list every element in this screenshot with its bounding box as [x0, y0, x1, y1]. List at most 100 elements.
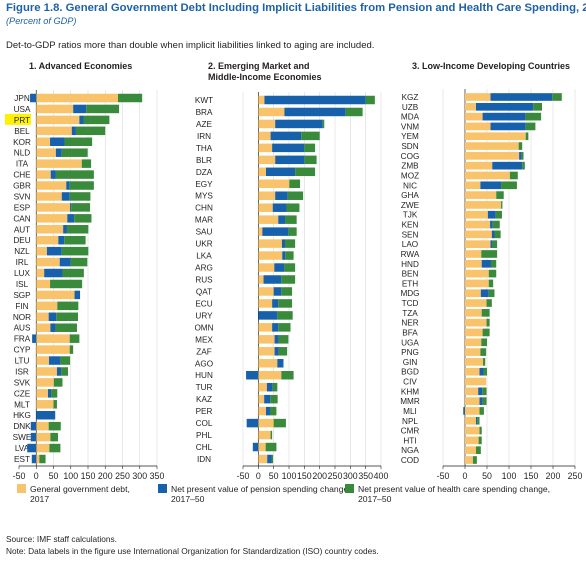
category-label: MDG — [400, 289, 419, 298]
bar-pension-mdg — [480, 289, 489, 298]
x-tick-label: -50 — [13, 471, 26, 481]
bar-pension-bra — [284, 107, 346, 117]
bar-health-ben — [488, 269, 497, 278]
category-label: BGD — [401, 368, 419, 377]
bar-pension-mex — [274, 335, 279, 344]
category-label: NOR — [13, 313, 31, 322]
bar-health-mlt — [53, 400, 57, 409]
bar-health-rwa — [481, 250, 498, 258]
bar-debt-lka — [258, 251, 283, 260]
category-label: DEU — [13, 236, 30, 245]
bar-debt-tjk — [465, 210, 488, 219]
bar-debt-sgp — [36, 290, 75, 300]
bar-health-khm — [482, 387, 487, 396]
bar-pension-omn — [272, 323, 279, 332]
bar-debt-bra — [258, 107, 285, 117]
bar-debt-est — [36, 454, 40, 464]
bar-health-vnm — [525, 122, 536, 131]
bar-pension-nld — [55, 148, 62, 157]
category-label: GIN — [403, 358, 418, 367]
bar-debt-cog — [465, 152, 520, 160]
bar-debt-chl — [258, 442, 266, 452]
bar-health-nga — [476, 446, 481, 455]
bar-pension-arg — [274, 263, 285, 272]
figure-caption: Det-to-GDP ratios more than double when … — [6, 40, 375, 51]
legend-label-pension: Net present value of pension spending ch… — [171, 484, 351, 504]
bar-pension-chl — [252, 442, 259, 452]
highlight-box — [5, 113, 31, 125]
bar-debt-dza — [258, 167, 266, 177]
category-label: YEM — [401, 132, 419, 141]
category-label: SWE — [13, 433, 32, 442]
bar-health-hti — [478, 436, 482, 445]
bar-pension-ukr — [281, 239, 286, 248]
bar-health-rus — [281, 275, 296, 284]
bar-debt-aze — [258, 119, 276, 129]
bar-pension-tjk — [487, 210, 496, 219]
category-label: ETH — [402, 279, 418, 288]
bar-pension-mda — [482, 112, 526, 121]
bar-pension-cog — [519, 152, 522, 160]
bar-debt-mex — [258, 335, 275, 344]
bar-health-nic — [501, 181, 517, 190]
bar-health-tcd — [486, 299, 492, 307]
category-label: KEN — [402, 221, 419, 230]
bar-health-swe — [50, 432, 58, 442]
bar-health-ita — [81, 159, 92, 168]
bar-health-ltu — [60, 356, 71, 365]
bar-health-gha — [496, 191, 504, 199]
bar-debt-nic — [465, 181, 481, 190]
bar-health-bra — [345, 107, 363, 117]
bar-health-lva — [49, 443, 61, 453]
legend-swatch-debt — [17, 484, 26, 493]
category-label: TJK — [403, 211, 418, 220]
category-label: LVA — [15, 444, 30, 453]
category-label: BEN — [402, 270, 419, 279]
category-label: UKR — [195, 240, 212, 249]
bar-debt-mlt — [36, 400, 54, 409]
category-label: PNG — [401, 348, 419, 357]
bar-health-mda — [525, 112, 542, 121]
bar-health-eth — [488, 279, 494, 288]
bar-health-lka — [285, 251, 294, 260]
category-label: NER — [401, 319, 418, 328]
bar-pension-che — [50, 170, 56, 179]
bar-health-jpn — [118, 93, 143, 103]
bar-pension-bgd — [479, 367, 484, 376]
category-label: MMR — [400, 397, 420, 406]
bar-debt-per — [258, 406, 266, 416]
bar-health-ecu — [278, 299, 293, 308]
bar-health-gbr — [69, 181, 94, 190]
bar-pension-bel — [71, 126, 76, 136]
category-label: OMN — [194, 323, 213, 332]
bar-debt-phl — [258, 430, 271, 440]
bar-health-cmr — [479, 426, 482, 435]
category-label: NPL — [402, 417, 418, 426]
category-label: URY — [195, 311, 213, 320]
bar-pension-lao — [490, 240, 493, 248]
legend-label-debt: General government debt, 2017 — [30, 484, 130, 504]
bar-debt-cmr — [465, 426, 480, 435]
bar-debt-mar — [258, 215, 279, 224]
bar-health-ukr — [285, 239, 296, 248]
bar-pension-fra — [32, 334, 37, 343]
bar-debt-irl — [36, 257, 60, 267]
category-label: MYS — [195, 192, 213, 201]
x-tick-label: 50 — [269, 471, 279, 481]
bar-debt-ecu — [258, 299, 273, 308]
bar-debt-zmb — [465, 161, 493, 170]
bar-pension-aze — [275, 119, 323, 129]
bar-debt-bfa — [465, 328, 483, 337]
category-label: SGP — [13, 291, 31, 300]
bar-pension-prt — [79, 115, 84, 125]
category-label: FIN — [15, 302, 28, 311]
bar-health-mmr — [482, 397, 487, 405]
category-label: CHE — [13, 171, 31, 180]
bar-health-cze — [51, 389, 58, 398]
bar-health-cod — [472, 456, 477, 464]
category-label: VNM — [401, 122, 419, 131]
category-label: HKG — [13, 411, 31, 420]
bar-pension-aut — [63, 225, 67, 234]
bar-debt-mli — [465, 407, 480, 415]
